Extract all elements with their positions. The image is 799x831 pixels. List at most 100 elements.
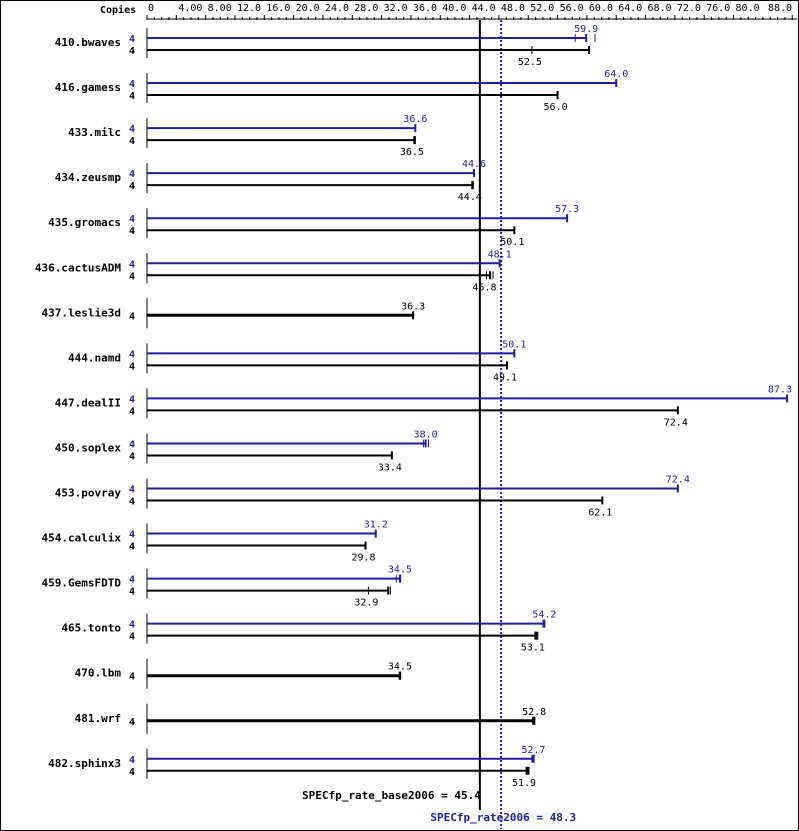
- combined-copies: 4: [129, 717, 135, 728]
- x-tick-label: 60.0: [589, 3, 613, 14]
- base-copies: 4: [129, 361, 135, 372]
- base-copies: 4: [129, 136, 135, 147]
- peak-value-label: 50.1: [502, 339, 526, 350]
- peak-value-label: 72.4: [666, 475, 690, 486]
- x-tick-label: 52.0: [530, 3, 554, 14]
- peak-value-label: 57.3: [555, 204, 579, 215]
- base-value-label: 62.1: [588, 508, 612, 519]
- base-copies: 4: [129, 632, 135, 643]
- base-value-label: 46.8: [472, 282, 496, 293]
- base-value-label: 56.0: [544, 102, 568, 113]
- peak-value-label: 34.5: [388, 565, 412, 576]
- benchmark-name: 465.tonto: [61, 622, 121, 635]
- x-tick-label: 4.00: [178, 3, 202, 14]
- combined-copies: 4: [129, 311, 135, 322]
- base-copies: 4: [129, 451, 135, 462]
- benchmark-name: 450.soplex: [55, 441, 122, 454]
- peak-value-label: 31.2: [364, 520, 388, 531]
- peak-copies: 4: [129, 79, 135, 90]
- peak-copies: 4: [129, 34, 135, 45]
- peak-value-label: 52.7: [521, 745, 545, 756]
- peak-copies: 4: [129, 439, 135, 450]
- peak-copies: 4: [129, 259, 135, 270]
- x-tick-label: 8.00: [208, 3, 232, 14]
- x-tick-label: 20.0: [296, 3, 320, 14]
- base-value-label: 53.1: [521, 643, 545, 654]
- benchmark-name: 453.povray: [55, 487, 122, 500]
- base-value-label: 72.4: [664, 417, 688, 428]
- peak-copies: 4: [129, 575, 135, 586]
- benchmark-name: 444.namd: [68, 351, 121, 364]
- base-copies: 4: [129, 542, 135, 553]
- x-tick-label: 32.0: [384, 3, 408, 14]
- axis-title: Copies: [100, 4, 136, 16]
- peak-value-label: 87.3: [768, 384, 792, 395]
- base-value-label: 33.4: [378, 462, 402, 473]
- peak-copies: 4: [129, 620, 135, 631]
- x-tick-label: 40.0: [442, 3, 466, 14]
- base-value-label: 32.9: [354, 598, 378, 609]
- benchmark-name: 482.sphinx3: [48, 757, 121, 770]
- x-tick-label: 76.0: [706, 3, 730, 14]
- peak-value-label: 48.1: [488, 249, 512, 260]
- peak-copies: 4: [129, 349, 135, 360]
- peak-copies: 4: [129, 755, 135, 766]
- x-tick-label: 24.0: [325, 3, 349, 14]
- benchmark-name: 433.milc: [68, 126, 121, 139]
- peak-copies: 4: [129, 530, 135, 541]
- x-tick-label: 16.0: [266, 3, 290, 14]
- peak-value-label: 38.0: [414, 429, 438, 440]
- x-tick-label: 64.0: [618, 3, 642, 14]
- x-tick-label: 48.0: [501, 3, 525, 14]
- base-value-label: 44.4: [458, 192, 482, 203]
- benchmark-name: 437.leslie3d: [42, 306, 121, 319]
- peak-summary-label: SPECfp_rate2006 = 48.3: [430, 811, 576, 824]
- benchmark-name: 470.lbm: [75, 667, 122, 680]
- peak-value-label: 44.6: [462, 159, 486, 170]
- base-copies: 4: [129, 91, 135, 102]
- combined-value-label: 34.5: [388, 662, 412, 673]
- base-copies: 4: [129, 497, 135, 508]
- peak-copies: 4: [129, 394, 135, 405]
- combined-value-label: 36.3: [401, 301, 425, 312]
- base-value-label: 52.5: [518, 57, 542, 68]
- x-tick-label: 72.0: [677, 3, 701, 14]
- peak-value-label: 64.0: [604, 69, 628, 80]
- peak-copies: 4: [129, 485, 135, 496]
- base-value-label: 36.5: [400, 147, 424, 158]
- base-value-label: 49.1: [493, 372, 517, 383]
- x-tick-label: 12.0: [237, 3, 261, 14]
- combined-value-label: 52.8: [522, 707, 546, 718]
- x-tick-label: 28.0: [354, 3, 378, 14]
- x-tick-label: 68.0: [648, 3, 672, 14]
- base-value-label: 51.9: [512, 778, 536, 789]
- peak-copies: 4: [129, 124, 135, 135]
- base-copies: 4: [129, 271, 135, 282]
- base-copies: 4: [129, 406, 135, 417]
- base-value-label: 50.1: [500, 237, 524, 248]
- base-value-label: 29.8: [351, 553, 375, 564]
- base-copies: 4: [129, 226, 135, 237]
- peak-copies: 4: [129, 169, 135, 180]
- benchmark-name: 416.gamess: [55, 81, 121, 94]
- peak-value-label: 54.2: [532, 610, 556, 621]
- benchmark-name: 436.cactusADM: [35, 261, 121, 274]
- x-tick-label: 0: [148, 3, 154, 14]
- peak-copies: 4: [129, 214, 135, 225]
- base-copies: 4: [129, 587, 135, 598]
- benchmark-name: 447.dealII: [55, 396, 121, 409]
- x-tick-label: 80.0: [736, 3, 760, 14]
- benchmark-name: 434.zeusmp: [55, 171, 122, 184]
- base-copies: 4: [129, 46, 135, 57]
- base-copies: 4: [129, 767, 135, 778]
- x-tick-label: 36.0: [413, 3, 437, 14]
- base-copies: 4: [129, 181, 135, 192]
- benchmark-name: 410.bwaves: [55, 36, 121, 49]
- benchmark-name: 481.wrf: [75, 712, 121, 725]
- benchmark-name: 454.calculix: [42, 532, 122, 545]
- peak-value-label: 36.6: [403, 114, 427, 125]
- benchmark-name: 435.gromacs: [48, 216, 121, 229]
- x-tick-label: 44.0: [472, 3, 496, 14]
